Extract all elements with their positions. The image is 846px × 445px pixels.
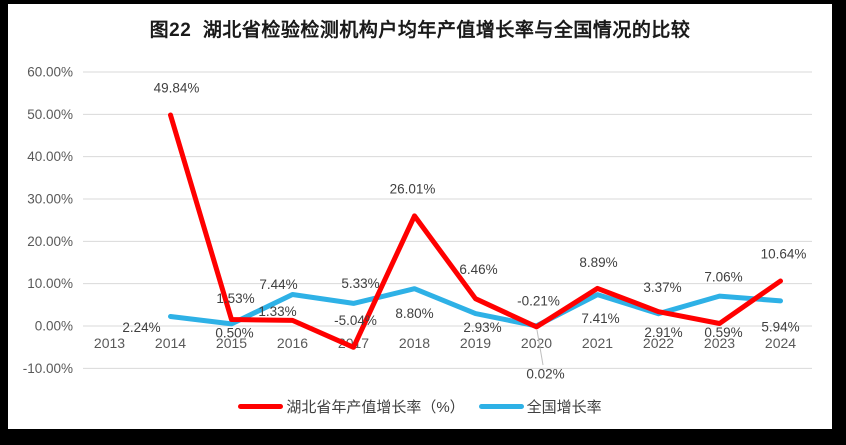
series-line-national [168,286,783,329]
y-axis-tick-label: 60.00% [27,65,73,80]
legend: 湖北省年产值增长率（%） 全国增长率 [8,396,832,417]
leader-line [536,329,544,366]
data-label: 7.06% [704,270,742,285]
chart-title: 图22 湖北省检验检测机构户均年产值增长率与全国情况的比较 [149,20,691,41]
x-axis-label: 2023 [704,335,735,351]
data-label: 1.33% [258,304,296,319]
data-label: 0.50% [215,325,253,340]
data-label: 7.44% [259,277,297,292]
data-label: 0.02% [526,366,564,381]
x-axis-label: 2013 [94,335,125,351]
data-label: 2.24% [122,320,160,335]
data-label: 5.94% [761,319,799,334]
y-axis-tick-label: 50.00% [27,107,73,122]
legend-swatch-national [478,404,524,409]
data-label: 8.89% [579,255,617,270]
data-label: 8.80% [395,306,433,321]
legend-item-national: 全国增长率 [478,396,602,417]
data-label: 1.53% [216,291,254,306]
legend-label-hubei: 湖北省年产值增长率（%） [286,399,465,416]
x-axis-label: 2018 [399,335,430,351]
y-axis-tick-label: 10.00% [27,276,73,291]
data-label: -5.04% [334,313,377,328]
legend-swatch-hubei [238,404,284,409]
data-label: -0.21% [517,293,560,308]
data-label: 7.41% [581,311,619,326]
data-label: 5.33% [341,276,379,291]
x-axis-label: 2021 [582,335,613,351]
data-label: 2.93% [463,320,501,335]
x-axis-label: 2014 [155,335,186,351]
legend-item-hubei: 湖北省年产值增长率（%） [238,396,465,417]
chart-panel [8,4,832,429]
x-axis-label: 2019 [460,335,491,351]
legend-label-national: 全国增长率 [526,399,602,416]
y-axis-tick-label: 40.00% [27,149,73,164]
series-line-hubei [168,112,783,350]
data-label: 49.84% [154,81,200,96]
y-axis-tick-label: 30.00% [27,192,73,207]
y-axis-tick-label: 20.00% [27,234,73,249]
x-axis-label: 2016 [277,335,308,351]
y-axis-tick-label: -10.00% [23,361,73,376]
data-label: 6.46% [459,262,497,277]
y-axis-tick-label: 0.00% [35,319,73,334]
x-axis-label: 2022 [643,335,674,351]
x-axis-label: 2015 [216,335,247,351]
x-axis-label: 2024 [765,335,796,351]
x-axis-label: 2020 [521,335,552,351]
data-label: 0.59% [704,325,742,340]
data-label: 10.64% [761,247,807,262]
data-label: 26.01% [390,181,436,196]
data-label: 2.91% [644,325,682,340]
data-label: 3.37% [643,280,681,295]
